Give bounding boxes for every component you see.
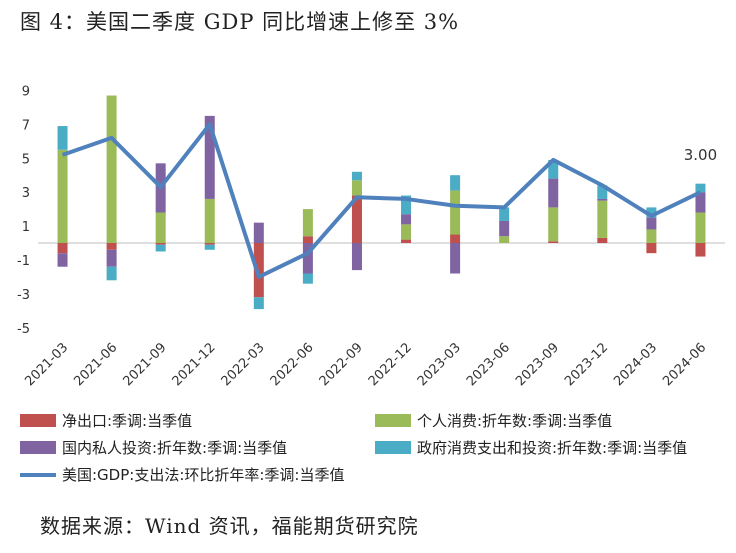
x-tick-label: 2024-06 — [660, 340, 709, 389]
x-tick-label: 2023-03 — [415, 340, 464, 389]
bar-segment — [548, 207, 559, 242]
bar-segment — [351, 171, 362, 181]
bar-segment — [646, 217, 657, 230]
bar-segment — [597, 185, 608, 199]
legend-label: 政府消费支出和投资:折年数:季调:当季值 — [417, 439, 688, 457]
annotation-layer: 3.00 — [684, 146, 717, 164]
chart-title: 图 4：美国二季度 GDP 同比增速上修至 3% — [20, 10, 460, 34]
bar-segment — [401, 195, 412, 215]
y-tick-label: 9 — [22, 84, 30, 99]
bar-segment — [57, 126, 68, 150]
x-tick-label: 2022-09 — [317, 340, 366, 389]
bar-segment — [450, 243, 461, 274]
bar-segment — [57, 253, 68, 267]
bar-segment — [57, 243, 68, 254]
bar-segment — [253, 222, 264, 243]
legend-label: 美国:GDP:支出法:环比折年率:季调:当季值 — [62, 466, 345, 484]
bar-segment — [302, 236, 313, 243]
y-axis: -5 -3 -1 1 3 5 7 9 — [17, 84, 30, 336]
bar-segment — [302, 243, 313, 274]
x-tick-label: 2021-09 — [120, 340, 169, 389]
bar-segment — [155, 244, 166, 252]
x-tick-label: 2022-03 — [219, 340, 268, 389]
bar-segment — [106, 243, 117, 250]
legend-line-swatch — [20, 472, 56, 477]
bar-segment — [155, 243, 166, 245]
x-tick-label: 2023-12 — [562, 340, 611, 389]
x-axis: 2021-03 2021-06 2021-09 2021-12 2022-03 2022-… — [22, 340, 709, 389]
bar-layer — [57, 95, 706, 310]
x-tick-label: 2021-03 — [22, 340, 71, 389]
bar-segment — [450, 234, 461, 243]
bar-segment — [351, 243, 362, 271]
bar-segment — [204, 115, 215, 199]
bar-segment — [450, 175, 461, 191]
y-tick-label: -3 — [17, 288, 30, 303]
x-tick-label: 2021-12 — [170, 340, 219, 389]
bar-segment — [253, 297, 264, 310]
bar-segment — [695, 212, 706, 243]
gdp-series-line — [61, 122, 702, 279]
bar-segment — [646, 229, 657, 243]
bar-segment — [204, 198, 215, 243]
bar-segment — [548, 241, 559, 243]
legend-label: 国内私人投资:折年数:季调:当季值 — [62, 439, 288, 457]
bar-segment — [597, 198, 608, 201]
bar-segment — [106, 266, 117, 281]
y-tick-label: -5 — [17, 322, 30, 337]
bar-segment — [499, 236, 510, 243]
bar-segment — [695, 192, 706, 213]
x-tick-label: 2022-06 — [268, 340, 317, 389]
bar-segment — [646, 243, 657, 254]
bar-segment — [548, 159, 559, 179]
bar-segment — [302, 209, 313, 237]
legend-item-government: 政府消费支出和投资:折年数:季调:当季值 — [375, 437, 687, 458]
bar-segment — [302, 273, 313, 284]
y-tick-label: 1 — [22, 220, 30, 235]
legend-item-net-exports: 净出口:季调:当季值 — [20, 410, 192, 431]
legend-swatch — [375, 441, 411, 454]
data-label: 3.00 — [684, 146, 717, 164]
bar-segment — [351, 195, 362, 243]
bar-segment — [548, 178, 559, 208]
legend-swatch — [375, 414, 411, 427]
legend-item-private-investment: 国内私人投资:折年数:季调:当季值 — [20, 437, 287, 458]
bar-segment — [695, 183, 706, 193]
legend-label: 净出口:季调:当季值 — [62, 412, 193, 430]
bar-segment — [106, 95, 117, 243]
bar-segment — [499, 207, 510, 221]
bar-segment — [695, 243, 706, 257]
x-tick-label: 2022-12 — [366, 340, 415, 389]
y-tick-label: 7 — [22, 118, 30, 133]
source-note: 数据来源：Wind 资讯，福能期货研究院 — [40, 514, 419, 538]
bar-segment — [204, 244, 215, 250]
bar-segment — [155, 212, 166, 243]
x-tick-label: 2024-03 — [611, 340, 660, 389]
legend-item-gdp: 美国:GDP:支出法:环比折年率:季调:当季值 — [20, 464, 345, 485]
bar-segment — [401, 239, 412, 243]
bar-segment — [253, 243, 264, 298]
legend-item-consumption: 个人消费:折年数:季调:当季值 — [375, 410, 612, 431]
legend-swatch — [20, 441, 56, 454]
bar-segment — [204, 243, 215, 245]
y-tick-label: -1 — [17, 254, 30, 269]
legend-label: 个人消费:折年数:季调:当季值 — [417, 412, 613, 430]
bar-segment — [401, 214, 412, 225]
bar-segment — [499, 220, 510, 237]
bar-segment — [597, 200, 608, 238]
bar-segment — [401, 224, 412, 240]
x-tick-label: 2021-06 — [71, 340, 120, 389]
bar-segment — [351, 180, 362, 196]
bar-segment — [597, 237, 608, 243]
x-tick-label: 2023-06 — [464, 340, 513, 389]
bar-segment — [646, 207, 657, 218]
y-tick-label: 5 — [22, 152, 30, 167]
legend-swatch — [20, 414, 56, 427]
y-tick-label: 3 — [22, 186, 30, 201]
bar-segment — [106, 249, 117, 267]
bar-segment — [450, 190, 461, 235]
bar-segment — [57, 149, 68, 243]
x-tick-label: 2023-09 — [513, 340, 562, 389]
